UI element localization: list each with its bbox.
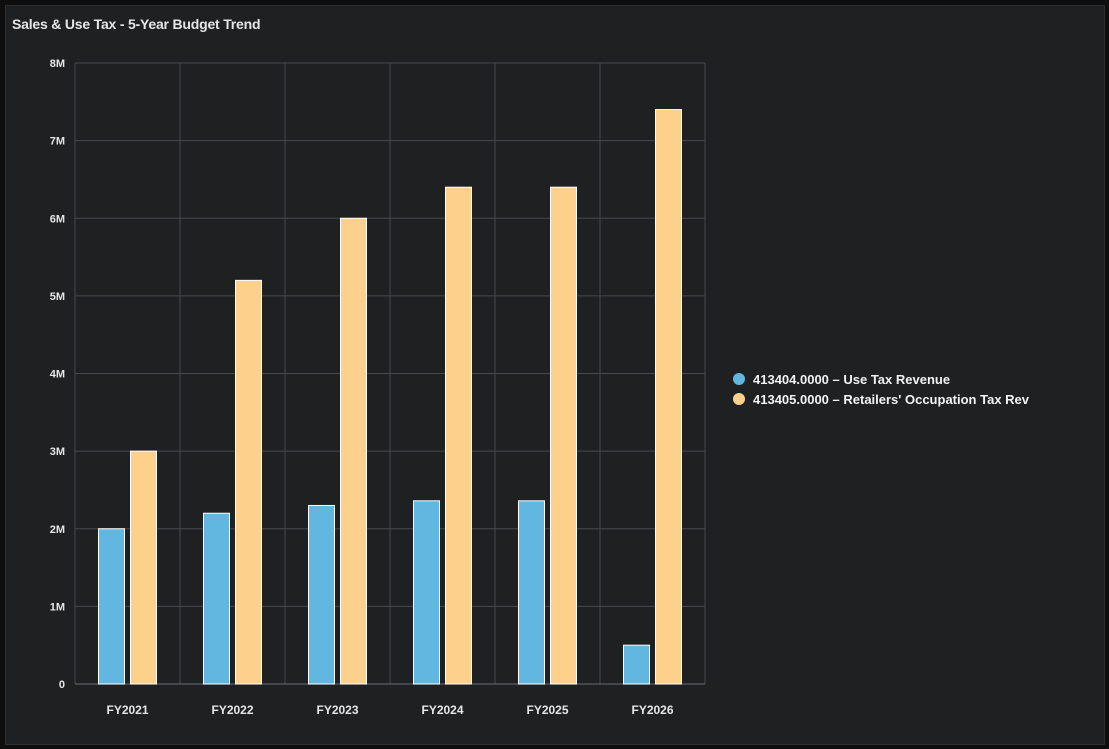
y-tick-label: 6M [50, 213, 65, 225]
bar-use-tax [413, 500, 440, 685]
bar-use-tax [98, 528, 125, 685]
y-tick-label: 4M [50, 369, 65, 381]
x-axis-tick-labels: FY2021 FY2022 FY2023 FY2024 FY2025 FY2026 [106, 703, 673, 717]
y-tick-label: 0 [59, 679, 65, 691]
y-tick-label: 1M [50, 601, 65, 613]
y-tick-label: 7M [50, 136, 65, 148]
legend-item-retailers-occupation-tax[interactable]: 413405.0000 – Retailers' Occupation Tax … [733, 389, 1029, 409]
y-tick-label: 3M [50, 446, 65, 458]
x-tick-label: FY2026 [631, 703, 673, 717]
legend: 413404.0000 – Use Tax Revenue 413405.000… [733, 369, 1029, 409]
x-tick-label: FY2024 [421, 703, 463, 717]
legend-item-use-tax[interactable]: 413404.0000 – Use Tax Revenue [733, 369, 1029, 389]
chart-title: Sales & Use Tax - 5-Year Budget Trend [12, 16, 261, 32]
y-axis-tick-labels: 0 1M 2M 3M 4M 5M 6M 7M 8M [50, 58, 65, 691]
bar-retailers-occupation-tax [130, 450, 157, 685]
legend-label: 413404.0000 – Use Tax Revenue [753, 371, 951, 387]
bar-retailers-occupation-tax [550, 186, 577, 685]
bar-use-tax [518, 500, 545, 685]
x-tick-label: FY2025 [526, 703, 568, 717]
y-tick-label: 8M [50, 58, 65, 70]
y-tick-label: 2M [50, 524, 65, 536]
bar-use-tax [308, 504, 335, 685]
legend-label: 413405.0000 – Retailers' Occupation Tax … [753, 391, 1030, 407]
bars [98, 109, 682, 685]
bar-retailers-occupation-tax [445, 186, 472, 685]
legend-marker-icon [733, 393, 745, 405]
bar-retailers-occupation-tax [235, 279, 262, 685]
x-tick-label: FY2023 [316, 703, 358, 717]
x-tick-label: FY2022 [211, 703, 253, 717]
x-tick-label: FY2021 [106, 703, 148, 717]
bar-use-tax [623, 644, 650, 685]
bar-use-tax [203, 512, 230, 685]
grid-lines [74, 62, 706, 685]
bar-retailers-occupation-tax [655, 109, 682, 685]
bar-retailers-occupation-tax [340, 217, 367, 685]
y-tick-label: 5M [50, 291, 65, 303]
legend-marker-icon [733, 373, 745, 385]
